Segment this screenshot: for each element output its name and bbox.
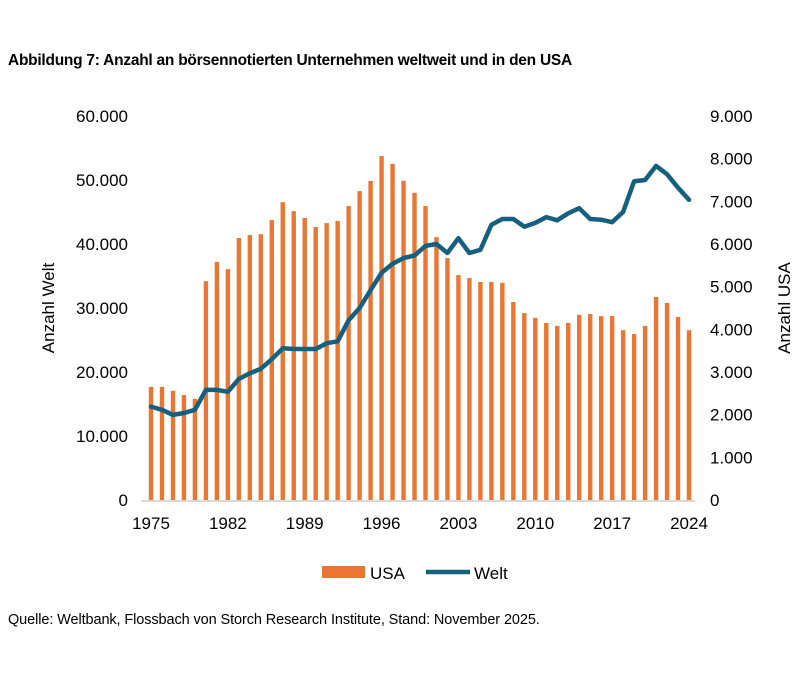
bar-usa-1979: [192, 398, 198, 500]
chart-title: Abbildung 7: Anzahl an börsennotierten U…: [8, 52, 572, 69]
right-tick-label: 0: [710, 491, 719, 510]
bar-usa-2004: [467, 278, 472, 500]
left-tick-label: 40.000: [76, 235, 128, 254]
x-tick-label: 2024: [670, 514, 708, 533]
bar-usa-1976: [159, 386, 165, 500]
bar-usa-1996: [379, 156, 384, 500]
bar-usa-2019: [631, 334, 637, 500]
bar-usa-2002: [445, 258, 450, 500]
bar-usa-1991: [324, 223, 329, 501]
bar-usa-2000: [423, 206, 428, 500]
bar-usa-2003: [456, 275, 461, 500]
right-axis-ticks: 0 1.000 2.000 3.000 4.000 5.000 6.000 7.000 8.00…: [710, 107, 753, 510]
right-tick-label: 4.000: [710, 320, 753, 339]
x-tick-label: 1996: [363, 514, 401, 533]
bar-usa-2007: [500, 282, 505, 500]
source-note: Quelle: Weltbank, Flossbach von Storch R…: [8, 612, 540, 628]
legend-usa-swatch: [322, 566, 365, 578]
welt-points: [150, 165, 690, 415]
usa-bars: [148, 156, 692, 501]
bar-usa-2014: [577, 314, 582, 500]
right-tick-label: 6.000: [710, 235, 753, 254]
x-tick-label: 1989: [286, 514, 324, 533]
left-tick-label: 30.000: [76, 299, 128, 318]
bar-usa-1993: [346, 206, 351, 500]
bar-usa-1992: [335, 220, 340, 500]
bar-usa-1981: [214, 261, 220, 500]
right-tick-label: 5.000: [710, 278, 753, 297]
bar-usa-2016: [598, 316, 604, 500]
legend-usa-label: USA: [370, 564, 406, 583]
bar-usa-1997: [390, 163, 395, 500]
legend: USA Welt: [322, 564, 508, 583]
bar-usa-1978: [181, 395, 187, 500]
bar-usa-1984: [247, 235, 253, 501]
left-tick-label: 60.000: [76, 107, 128, 126]
bar-usa-2017: [609, 316, 615, 500]
x-tick-label: 2017: [593, 514, 631, 533]
bar-usa-1999: [412, 192, 417, 501]
left-axis-ticks: 0 10.000 20.000 30.000 40.000 50.000 60.000: [76, 107, 128, 510]
bar-usa-2015: [587, 313, 593, 500]
bar-usa-2013: [566, 322, 571, 500]
bar-usa-1998: [401, 180, 406, 500]
left-tick-label: 0: [119, 491, 128, 510]
bar-usa-2008: [511, 302, 516, 500]
bar-usa-1989: [302, 217, 307, 500]
bar-usa-1994: [357, 191, 362, 501]
x-tick-label: 1982: [209, 514, 247, 533]
right-tick-label: 2.000: [710, 406, 753, 425]
x-tick-label: 1975: [132, 514, 170, 533]
bar-usa-1988: [291, 211, 296, 500]
bar-usa-2018: [620, 330, 626, 500]
bar-usa-2011: [544, 322, 549, 500]
x-tick-label: 2010: [516, 514, 554, 533]
bar-usa-2009: [522, 313, 527, 500]
bar-usa-2005: [478, 281, 483, 500]
bar-usa-2022: [664, 302, 670, 500]
bar-usa-2023: [675, 316, 681, 500]
bar-usa-1995: [368, 180, 373, 500]
welt-line: [148, 163, 692, 418]
left-axis-label: Anzahl Welt: [39, 263, 58, 354]
legend-welt-label: Welt: [474, 564, 508, 583]
bar-usa-2012: [555, 325, 560, 500]
bar-usa-2010: [533, 317, 538, 500]
bar-usa-2021: [653, 296, 659, 500]
left-tick-label: 10.000: [76, 427, 128, 446]
bar-usa-2006: [489, 281, 494, 500]
bar-usa-1975: [148, 386, 154, 500]
bar-usa-2024: [686, 330, 692, 500]
right-axis-label: Anzahl USA: [775, 262, 794, 354]
left-tick-label: 50.000: [76, 171, 128, 190]
x-tick-label: 2003: [440, 514, 478, 533]
x-axis-ticks: 1975 1982 1989 1996 2003 2010 2017 2024: [132, 514, 708, 533]
bar-usa-2020: [642, 325, 648, 500]
bar-usa-1977: [170, 390, 176, 500]
bar-usa-2001: [434, 237, 439, 500]
right-tick-label: 8.000: [710, 150, 753, 169]
bar-usa-1983: [236, 238, 242, 500]
left-tick-label: 20.000: [76, 363, 128, 382]
bar-usa-1990: [313, 226, 318, 500]
right-tick-label: 7.000: [710, 192, 753, 211]
right-tick-label: 1.000: [710, 448, 753, 467]
right-tick-label: 3.000: [710, 363, 753, 382]
right-tick-label: 9.000: [710, 107, 753, 126]
bar-usa-1982: [225, 269, 231, 500]
